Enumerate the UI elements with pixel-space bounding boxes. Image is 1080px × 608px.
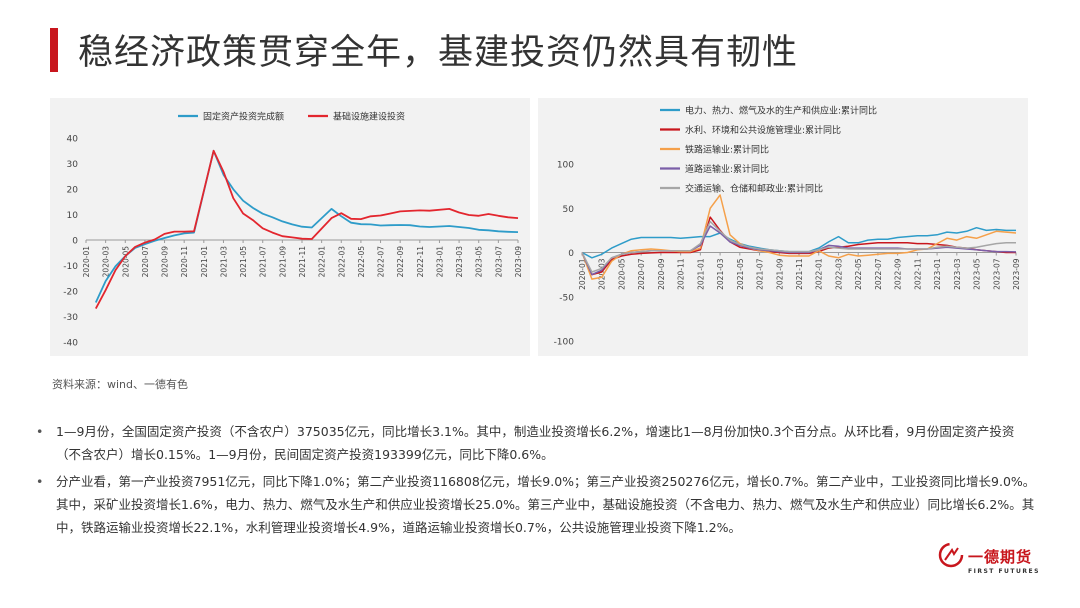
x-tick-label: 2023-07: [494, 246, 503, 278]
x-tick-label: 2022-09: [894, 258, 903, 290]
y-tick-label: -20: [63, 288, 78, 298]
legend-label: 铁路运输业:累计同比: [685, 144, 769, 156]
chart-panel-infrastructure-sectors: -100 -50 0 50 100 2020-01 2020-03 2020-05 2020-0…: [538, 98, 1028, 356]
bullet-marker: •: [36, 424, 44, 439]
x-tick-label: 2022-03: [337, 246, 346, 278]
bullet-marker: •: [36, 474, 44, 489]
x-tick-label: 2021-07: [259, 246, 268, 278]
series-line: [581, 194, 1017, 280]
x-tick-label: 2022-05: [357, 246, 366, 278]
x-tick-label: 2022-11: [416, 246, 425, 278]
y-tick-label: -50: [559, 293, 574, 303]
x-tick-label: 2021-11: [795, 258, 804, 290]
x-tick-label: 2020-03: [598, 258, 607, 290]
series-line: [581, 216, 1016, 276]
y-tick-label: 30: [67, 160, 79, 170]
title-accent-bar: [50, 28, 58, 72]
x-tick-label: 2023-07: [992, 258, 1001, 290]
x-tick-label: 2021-05: [239, 246, 248, 278]
x-tick-label: 2022-09: [396, 246, 405, 278]
x-tick-label: 2022-05: [854, 258, 863, 290]
x-tick-label: 2020-01: [578, 258, 587, 290]
x-tick-label: 2022-11: [913, 258, 922, 290]
logo-mark-icon: [938, 542, 964, 568]
x-tick-label: 2021-11: [298, 246, 307, 278]
x-tick-label: 2021-01: [696, 258, 705, 290]
x-tick-label: 2022-03: [834, 258, 843, 290]
x-tick-label: 2023-01: [933, 258, 942, 290]
y-tick-label: 40: [67, 135, 79, 145]
series-line: [94, 149, 519, 303]
logo-name: 一德期货: [968, 548, 1033, 566]
company-logo: 一德期货 FIRST FUTURES: [938, 538, 1048, 588]
legend-label: 电力、热力、燃气及水的生产和供应业:累计同比: [685, 105, 877, 117]
y-tick-label: 100: [557, 161, 574, 171]
x-tick-label: 2020-09: [657, 258, 666, 290]
x-tick-label: 2020-07: [141, 246, 150, 278]
y-tick-label: -100: [554, 338, 575, 348]
series-line: [95, 149, 519, 310]
bullet-item: • 1—9月份，全国固定资产投资（不含农户）375035亿元，同比增长3.1%。其…: [36, 420, 1036, 466]
x-tick-label: 2020-05: [617, 258, 626, 290]
x-tick-label: 2020-05: [121, 246, 130, 278]
x-tick-label: 2022-01: [318, 246, 327, 278]
x-tick-label: 2023-09: [514, 246, 523, 278]
x-tick-label: 2020-11: [677, 258, 686, 290]
x-tick-label: 2021-03: [716, 258, 725, 290]
legend-label: 交通运输、仓储和邮政业:累计同比: [685, 183, 823, 195]
x-tick-label: 2023-03: [953, 258, 962, 290]
x-tick-label: 2020-09: [161, 246, 170, 278]
x-tick-label: 2021-03: [219, 246, 228, 278]
x-tick-label: 2021-07: [756, 258, 765, 290]
legend-label: 固定资产投资完成额: [203, 111, 284, 123]
x-tick-label: 2023-03: [455, 246, 464, 278]
y-tick-label: 20: [67, 186, 79, 196]
x-tick-label: 2023-05: [973, 258, 982, 290]
legend-label: 道路运输业:累计同比: [685, 163, 769, 175]
bullet-list: • 1—9月份，全国固定资产投资（不含农户）375035亿元，同比增长3.1%。其…: [36, 420, 1036, 543]
x-tick-label: 2023-05: [475, 246, 484, 278]
chart-panel-fixed-investment: -40 -30 -20 -10 0 10 20 30 40 2020-01 2020-03 2020-…: [50, 98, 530, 356]
y-tick-label: -30: [63, 313, 78, 323]
x-tick-label: 2020-03: [102, 246, 111, 278]
x-tick-label: 2020-07: [637, 258, 646, 290]
x-tick-label: 2023-09: [1012, 258, 1021, 290]
x-tick-label: 2021-09: [278, 246, 287, 278]
series-line: [581, 220, 1016, 273]
y-tick-label: 0: [72, 237, 78, 247]
legend-label: 水利、环境和公共设施管理业:累计同比: [685, 124, 841, 136]
x-tick-label: 2021-01: [200, 246, 209, 278]
y-tick-label: -40: [63, 339, 78, 349]
bullet-item: • 分产业看，第一产业投资7951亿元，同比下降1.0%；第二产业投资116808…: [36, 470, 1036, 539]
logo-subtitle: FIRST FUTURES: [968, 568, 1040, 575]
x-tick-label: 2022-07: [874, 258, 883, 290]
line-chart-fixed-investment: -40 -30 -20 -10 0 10 20 30 40 2020-01 2020-03 2020-…: [63, 111, 523, 349]
y-tick-label: 50: [563, 205, 575, 215]
source-note: 资料来源：wind、一德有色: [52, 378, 189, 391]
bullet-text: 1—9月份，全国固定资产投资（不含农户）375035亿元，同比增长3.1%。其中…: [56, 424, 1015, 462]
y-tick-label: -10: [63, 262, 78, 272]
line-chart-infrastructure-sectors: -100 -50 0 50 100 2020-01 2020-03 2020-05 2020-0…: [554, 105, 1021, 348]
x-tick-label: 2020-01: [82, 246, 91, 278]
x-tick-label: 2021-09: [775, 258, 784, 290]
legend-label: 基础设施建设投资: [333, 111, 405, 123]
page-title: 稳经济政策贯穿全年，基建投资仍然具有韧性: [78, 33, 799, 73]
x-tick-label: 2022-01: [815, 258, 824, 290]
x-tick-label: 2022-07: [377, 246, 386, 278]
x-tick-label: 2023-01: [435, 246, 444, 278]
y-tick-label: 10: [67, 211, 79, 221]
x-tick-label: 2021-05: [736, 258, 745, 290]
y-tick-label: 0: [568, 249, 574, 259]
x-tick-label: 2020-11: [180, 246, 189, 278]
bullet-text: 分产业看，第一产业投资7951亿元，同比下降1.0%；第二产业投资116808亿…: [56, 474, 1036, 535]
